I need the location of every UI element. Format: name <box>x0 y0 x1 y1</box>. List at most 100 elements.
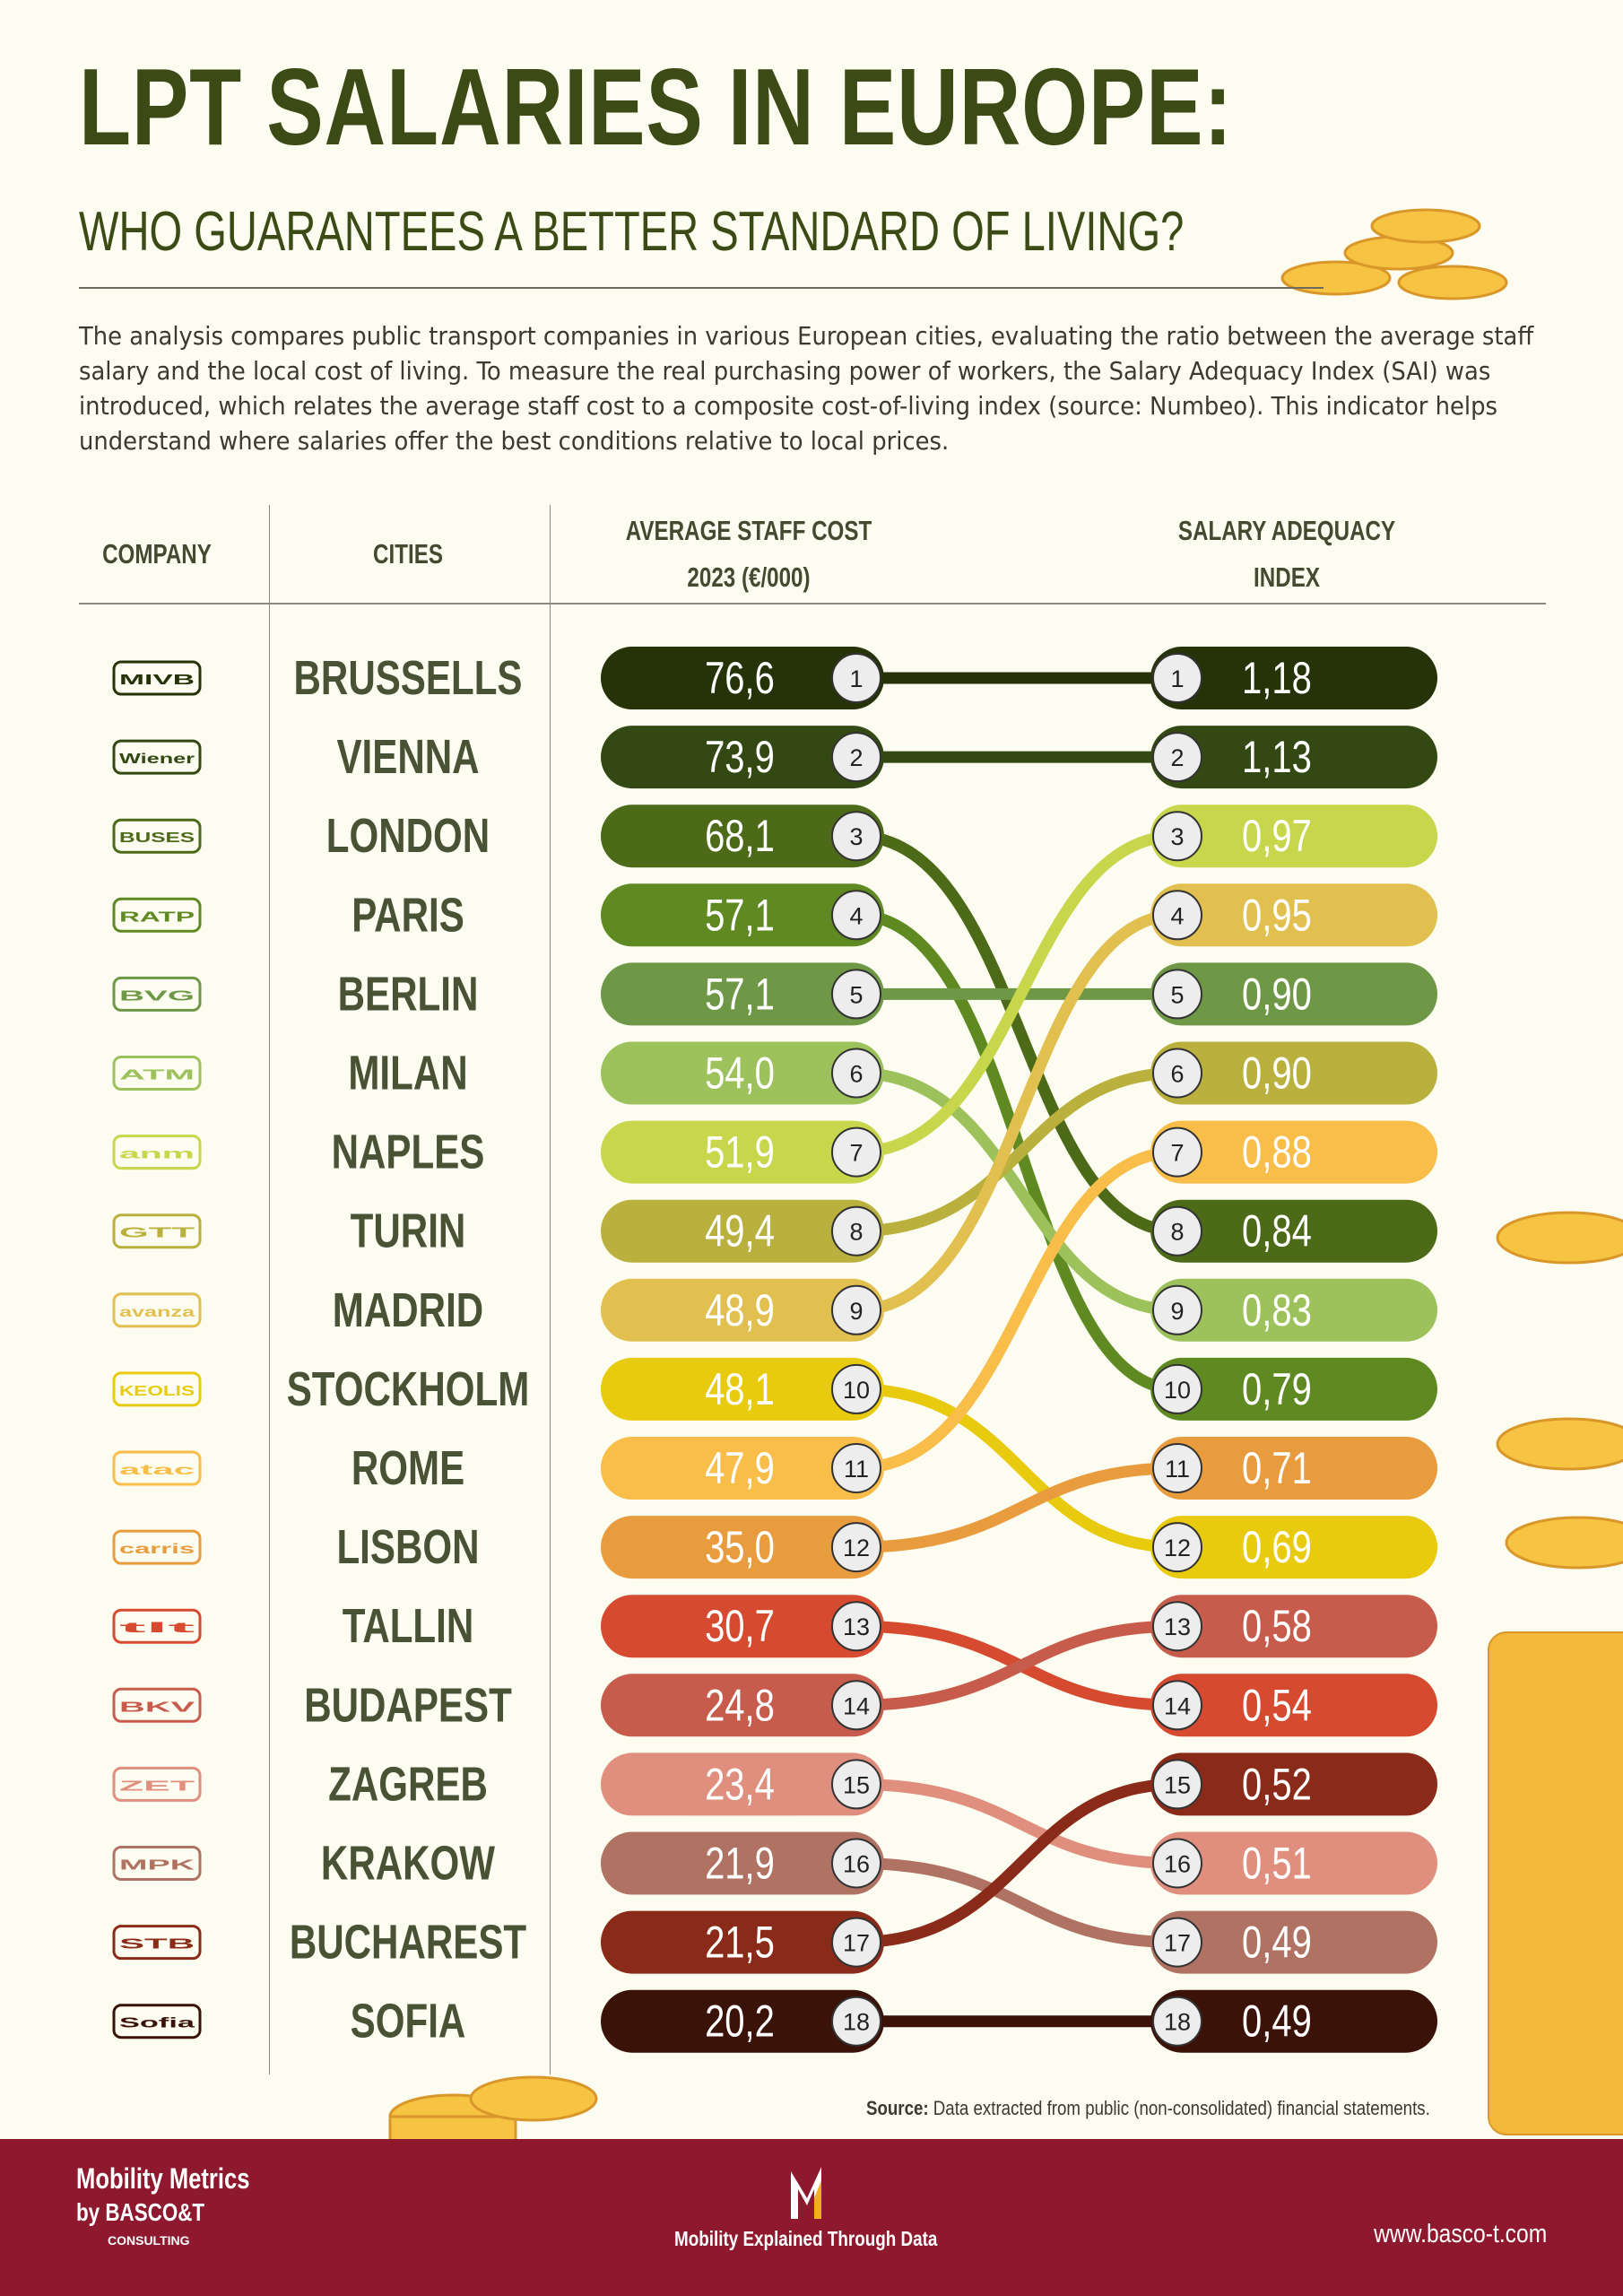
company-logo-icon: RATP <box>112 897 202 933</box>
city-name: TURIN <box>351 1205 466 1258</box>
cost-rank-number: 17 <box>843 1930 870 1957</box>
logo-frame <box>112 1925 202 1961</box>
sai-value: 1,18 <box>1242 653 1312 703</box>
company-logo-icon: MIVB <box>112 660 202 696</box>
cost-rank-number: 8 <box>849 1219 863 1246</box>
company-logo-icon: atac <box>112 1450 202 1486</box>
cost-value: 30,7 <box>705 1601 775 1651</box>
logo-frame <box>112 1135 202 1170</box>
sai-rank-number: 14 <box>1164 1692 1191 1719</box>
cost-rank-number: 6 <box>849 1061 863 1088</box>
company-logo-icon: BVG <box>112 976 202 1012</box>
cost-rank-badge <box>831 1601 881 1652</box>
cost-rank-badge <box>831 732 881 783</box>
cost-value: 35,0 <box>705 1522 775 1572</box>
cost-rank-badge <box>831 811 881 862</box>
logo-frame <box>112 2004 202 2039</box>
source-note: Source: Data extracted from public (non-… <box>866 2097 1430 2119</box>
connector-line <box>855 1383 1178 1553</box>
sai-bar <box>1150 1674 1437 1737</box>
city-name: ROME <box>352 1441 464 1495</box>
sai-rank-number: 8 <box>1170 1219 1184 1246</box>
sai-rank-badge <box>1152 890 1202 941</box>
cost-bar <box>601 726 884 789</box>
connector-line <box>855 1778 1178 1869</box>
sai-rank-number: 1 <box>1170 665 1184 692</box>
sai-bar <box>1150 1357 1437 1421</box>
sai-bar <box>1150 1595 1437 1658</box>
sai-value: 0,88 <box>1242 1126 1312 1177</box>
cost-value: 21,5 <box>705 1917 775 1967</box>
column-header-cities: CITIES <box>373 538 443 570</box>
cost-rank-badge <box>831 969 881 1020</box>
company-logo-icon: Sofia <box>112 2004 202 2039</box>
sai-rank-number: 2 <box>1170 744 1184 771</box>
sai-rank-badge <box>1152 1996 1202 2047</box>
cost-bar <box>601 883 884 947</box>
cost-bar <box>601 1357 884 1421</box>
logo-text: avanza <box>119 1305 195 1320</box>
city-name: LONDON <box>326 809 490 863</box>
cost-header-line1: AVERAGE STAFF COST <box>625 515 872 546</box>
cost-bar <box>601 1831 884 1895</box>
cost-rank-number: 7 <box>849 1140 863 1167</box>
logo-text: MIVB <box>119 673 195 688</box>
connector-line <box>855 909 1178 1317</box>
cost-rank-number: 18 <box>843 2009 870 2036</box>
header-divider <box>79 603 1546 604</box>
connector-line <box>855 830 1178 1159</box>
city-name: PARIS <box>352 888 464 942</box>
logo-text: atac <box>119 1463 195 1478</box>
cost-rank-badge <box>831 1917 881 1968</box>
company-logo-icon: tlt <box>112 1608 202 1644</box>
connector-line <box>855 830 1178 1238</box>
logo-text: tlt <box>119 1621 198 1636</box>
cost-rank-badge <box>831 1363 881 1414</box>
city-name: MILAN <box>348 1047 467 1100</box>
sai-rank-badge <box>1152 1759 1202 1810</box>
website-link[interactable]: www.basco-t.com <box>1373 2220 1547 2248</box>
cost-rank-number: 15 <box>843 1771 870 1798</box>
logo-text: KEOLIS <box>119 1384 195 1399</box>
page-subtitle: WHO GUARANTEES A BETTER STANDARD OF LIVI… <box>79 201 1185 263</box>
sai-bar <box>1150 1120 1437 1184</box>
connector-line <box>855 1620 1178 1711</box>
cost-value: 23,4 <box>705 1759 775 1809</box>
cost-bar <box>601 1752 884 1816</box>
sai-rank-number: 7 <box>1170 1140 1184 1167</box>
sai-rank-number: 15 <box>1164 1771 1191 1798</box>
sai-bar <box>1150 647 1437 709</box>
cost-rank-badge <box>831 1126 881 1178</box>
city-name: MADRID <box>333 1283 483 1337</box>
logo-text: MPK <box>119 1858 195 1874</box>
brand-consulting: CONSULTING <box>108 2233 190 2248</box>
company-logo-icon: ATM <box>112 1056 202 1091</box>
cost-value: 68,1 <box>705 811 775 861</box>
sai-header-line1: SALARY ADEQUACY <box>1177 515 1396 546</box>
logo-text: ZET <box>119 1779 195 1794</box>
company-logo-icon: avanza <box>112 1292 202 1328</box>
sai-bar <box>1150 1831 1437 1895</box>
cost-rank-badge <box>831 1996 881 2047</box>
cost-value: 57,1 <box>705 969 775 1019</box>
cost-rank-badge <box>831 1522 881 1573</box>
cost-value: 48,9 <box>705 1285 775 1335</box>
city-name: BERLIN <box>338 967 479 1021</box>
connector-line <box>855 1462 1178 1553</box>
cost-value: 57,1 <box>705 890 775 940</box>
sai-rank-number: 11 <box>1165 1456 1190 1483</box>
logo-text: RATP <box>119 909 195 925</box>
logo-frame <box>112 1371 202 1407</box>
sai-rank-badge <box>1152 1205 1202 1257</box>
sai-rank-badge <box>1152 1601 1202 1652</box>
logo-text: BUSES <box>119 831 195 846</box>
sai-value: 0,49 <box>1242 1917 1312 1967</box>
cost-rank-number: 14 <box>843 1692 870 1719</box>
sai-rank-badge <box>1152 1838 1202 1889</box>
cost-rank-badge <box>831 1048 881 1099</box>
company-logo-icon: ZET <box>112 1766 202 1802</box>
sai-rank-badge <box>1152 1522 1202 1573</box>
brand-company: by BASCO&T <box>76 2198 205 2226</box>
cost-value: 47,9 <box>705 1443 775 1493</box>
logo-frame <box>112 1450 202 1486</box>
